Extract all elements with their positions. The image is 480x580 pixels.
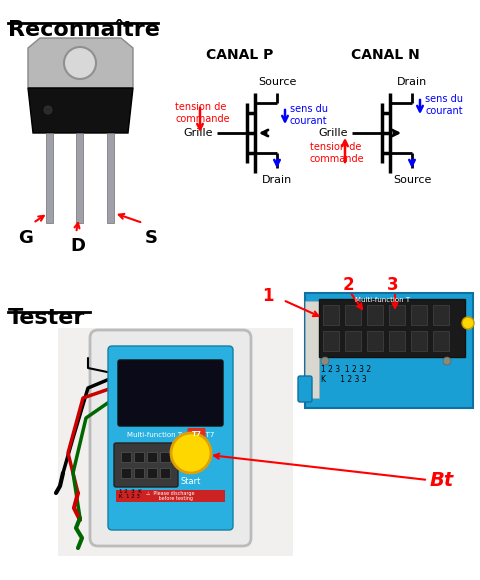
Bar xyxy=(160,452,170,462)
Bar xyxy=(389,331,405,351)
Text: 1: 1 xyxy=(262,287,274,305)
Text: K      1 2 3 3: K 1 2 3 3 xyxy=(321,375,367,384)
Bar xyxy=(411,331,427,351)
Text: Multi-function T: Multi-function T xyxy=(355,297,410,303)
Bar xyxy=(305,293,473,408)
Text: Grille: Grille xyxy=(183,128,213,138)
Polygon shape xyxy=(28,88,133,133)
Text: CANAL N: CANAL N xyxy=(350,48,420,62)
Circle shape xyxy=(462,317,474,329)
FancyBboxPatch shape xyxy=(114,443,178,487)
Text: K  1 2 3: K 1 2 3 xyxy=(119,494,140,499)
Bar xyxy=(319,299,465,357)
Text: Bt: Bt xyxy=(430,470,454,490)
Text: Drain: Drain xyxy=(397,77,427,87)
Bar xyxy=(389,305,405,325)
Bar xyxy=(46,133,53,223)
Text: 1 2 3  1 2 3 2: 1 2 3 1 2 3 2 xyxy=(321,365,371,374)
Bar xyxy=(147,452,157,462)
Bar xyxy=(76,133,83,223)
Bar xyxy=(160,468,170,478)
Bar xyxy=(367,331,383,351)
Bar xyxy=(323,305,339,325)
Text: tension de
commande: tension de commande xyxy=(175,102,229,124)
Circle shape xyxy=(181,462,187,468)
Text: T7: T7 xyxy=(192,431,202,437)
Text: Multi-function Tester - T7: Multi-function Tester - T7 xyxy=(127,432,214,438)
Text: Source: Source xyxy=(393,175,431,185)
Text: D: D xyxy=(71,237,85,255)
Bar xyxy=(433,305,449,325)
Text: tension de
commande: tension de commande xyxy=(310,142,365,164)
FancyBboxPatch shape xyxy=(108,346,233,530)
Bar xyxy=(345,331,361,351)
Bar xyxy=(134,468,144,478)
Text: 3: 3 xyxy=(387,276,399,294)
Circle shape xyxy=(64,47,96,79)
Bar xyxy=(411,305,427,325)
Circle shape xyxy=(443,357,451,365)
Text: sens du
courant: sens du courant xyxy=(290,104,328,126)
Text: Source: Source xyxy=(258,77,296,87)
Text: Drain: Drain xyxy=(262,175,292,185)
Bar xyxy=(367,305,383,325)
Circle shape xyxy=(171,433,211,473)
Circle shape xyxy=(321,357,329,365)
Bar xyxy=(433,331,449,351)
Text: sens du
courant: sens du courant xyxy=(425,94,463,116)
Bar xyxy=(121,468,131,478)
Bar xyxy=(147,468,157,478)
Polygon shape xyxy=(28,38,133,88)
Bar xyxy=(134,452,144,462)
Text: G: G xyxy=(19,229,34,247)
Bar xyxy=(116,490,225,502)
Text: 2: 2 xyxy=(342,276,354,294)
Text: 1 2  3  K: 1 2 3 K xyxy=(119,489,142,494)
Text: Reconnaître: Reconnaître xyxy=(8,20,160,40)
Text: Start: Start xyxy=(181,477,201,486)
Text: S: S xyxy=(144,229,157,247)
FancyBboxPatch shape xyxy=(118,360,223,426)
Bar xyxy=(323,331,339,351)
Bar xyxy=(121,452,131,462)
Text: Grille: Grille xyxy=(319,128,348,138)
FancyBboxPatch shape xyxy=(298,376,312,402)
FancyBboxPatch shape xyxy=(188,428,205,440)
Bar xyxy=(305,301,319,398)
FancyBboxPatch shape xyxy=(90,330,251,546)
Text: ⚠  Please discharge
       before testing: ⚠ Please discharge before testing xyxy=(146,491,195,501)
Bar xyxy=(107,133,114,223)
Text: Tester: Tester xyxy=(8,308,85,328)
Bar xyxy=(345,305,361,325)
Circle shape xyxy=(44,106,52,114)
FancyBboxPatch shape xyxy=(58,328,293,556)
Text: CANAL P: CANAL P xyxy=(206,48,274,62)
